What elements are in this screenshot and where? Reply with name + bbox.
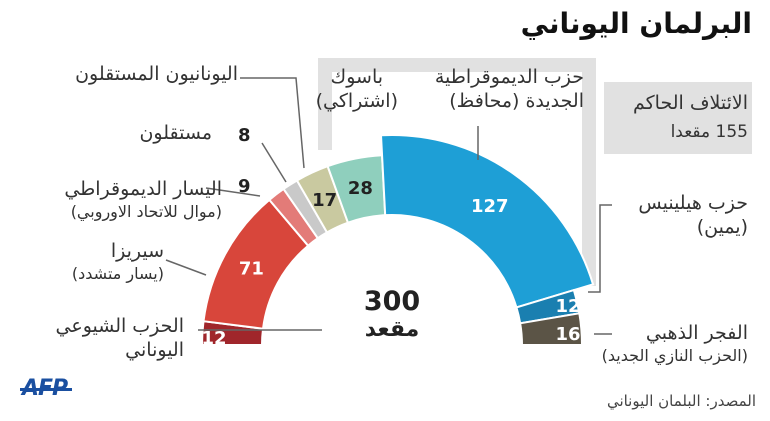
seat-value-nd: 127 bbox=[471, 196, 509, 217]
total-seats-value: 300 bbox=[363, 286, 421, 317]
seat-value-hellenes: 12 bbox=[555, 296, 580, 317]
leader-line-hellenes bbox=[588, 204, 612, 293]
label-syriza-line2: (يسار متشدد) bbox=[71, 263, 164, 283]
label-pasok-line2: (اشتراكي) bbox=[315, 89, 398, 112]
label-dimar-line1: اليسار الديموقراطي bbox=[64, 178, 222, 200]
label-anel: اليونانيون المستقلون bbox=[75, 63, 238, 85]
seat-value-anel: 17 bbox=[312, 190, 337, 211]
seat-value-syriza: 71 bbox=[239, 259, 264, 280]
leader-line-syriza bbox=[165, 259, 207, 276]
coalition-seats: 155 مقعدا bbox=[670, 122, 748, 142]
seat-value-pasok: 28 bbox=[348, 178, 373, 199]
seat-value-kke: 12 bbox=[201, 328, 226, 349]
label-dimar-line2: (موال للاتحاد الاوروبي) bbox=[70, 201, 222, 221]
label-nd-line1: حزب الديموقراطية bbox=[434, 66, 584, 88]
slice-nd bbox=[379, 134, 595, 309]
label-golden-line2: (الحزب النازي الجديد) bbox=[601, 345, 748, 365]
label-nd: حزب الديموقراطية الجديدة (محافظ) bbox=[435, 66, 584, 114]
label-pasok-line1: باسوك bbox=[330, 66, 384, 88]
coalition-box bbox=[604, 82, 752, 154]
label-pasok: باسوك (اشتراكي) bbox=[316, 66, 398, 114]
label-golden-line1: الفجر الذهبي bbox=[645, 322, 748, 344]
label-hellenes-line2: (يمين) bbox=[696, 215, 748, 238]
total-seats: 300 مقعد bbox=[350, 286, 434, 342]
leader-line-anel bbox=[240, 77, 305, 169]
label-kke-line1: الحزب الشيوعي bbox=[55, 315, 184, 337]
source-note: المصدر: البلمان اليوناني bbox=[606, 392, 756, 410]
seat-value-golden: 16 bbox=[555, 324, 580, 345]
label-dimar: اليسار الديموقراطي (موال للاتحاد الاوروب… bbox=[64, 178, 222, 222]
chart-title: البرلمان اليوناني bbox=[520, 7, 752, 40]
seat-value-dimar: 9 bbox=[238, 176, 251, 197]
label-hellenes-line1: حزب هيلينيس bbox=[638, 192, 748, 214]
leader-line-independents bbox=[261, 142, 287, 183]
label-golden: الفجر الذهبي (الحزب النازي الجديد) bbox=[602, 322, 748, 366]
leader-line-dimar bbox=[205, 187, 261, 197]
total-seats-unit: مقعد bbox=[364, 317, 420, 343]
label-syriza: سيريزا (يسار متشدد) bbox=[72, 240, 164, 284]
label-nd-line2: الجديدة (محافظ) bbox=[449, 89, 584, 112]
label-hellenes: حزب هيلينيس (يمين) bbox=[638, 192, 748, 240]
label-syriza-line1: سيريزا bbox=[110, 240, 164, 262]
label-kke-line2: اليوناني bbox=[125, 338, 184, 361]
label-kke: الحزب الشيوعي اليوناني bbox=[56, 315, 184, 363]
afp-logo-bar bbox=[20, 388, 72, 391]
seat-value-independents: 8 bbox=[238, 125, 251, 146]
coalition-title: الائتلاف الحاكم bbox=[632, 92, 748, 114]
label-independents: مستقلون bbox=[139, 122, 212, 144]
